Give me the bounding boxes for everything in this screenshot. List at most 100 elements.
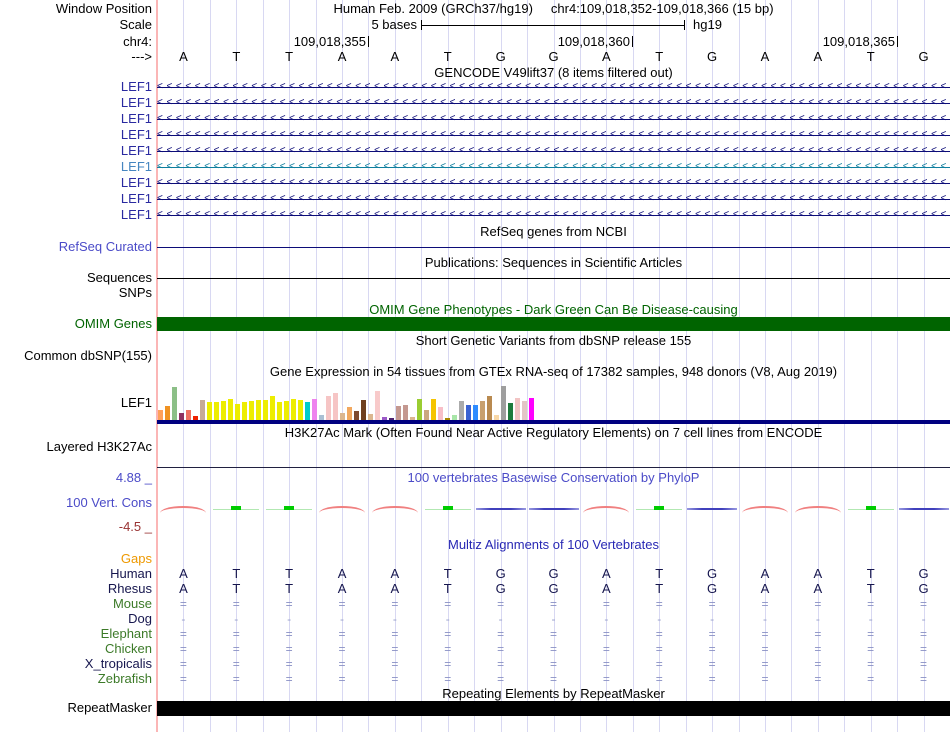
multiz-alignment-cell[interactable]: A <box>179 581 188 596</box>
multiz-species-label[interactable]: Mouse <box>112 596 152 611</box>
phylop-positive-mark[interactable] <box>284 506 295 510</box>
gtex-tissue-bar[interactable] <box>284 401 289 420</box>
multiz-alignment-cell[interactable]: T <box>866 581 875 596</box>
multiz-alignment-cell[interactable]: A <box>760 566 770 581</box>
multiz-species-label[interactable]: X_tropicalis <box>84 656 152 671</box>
multiz-alignment-cell[interactable]: = <box>867 642 875 656</box>
phylop-negative-arc[interactable] <box>371 506 418 513</box>
gencode-gene-label[interactable]: LEF1 <box>120 79 152 94</box>
multiz-alignment-cell[interactable]: = <box>655 642 663 656</box>
multiz-species-label[interactable]: Chicken <box>105 641 152 656</box>
phylop-positive-mark[interactable] <box>654 506 665 510</box>
gtex-baseline[interactable] <box>157 420 950 424</box>
h3k27ac-label[interactable]: Layered H3K27Ac <box>46 439 152 454</box>
multiz-alignment-cell[interactable]: = <box>179 672 187 686</box>
gtex-tissue-bar[interactable] <box>508 403 513 420</box>
multiz-alignment-cell[interactable]: T <box>866 566 875 581</box>
multiz-alignment-cell[interactable]: = <box>497 672 505 686</box>
gtex-tissue-bar[interactable] <box>221 401 226 420</box>
gencode-gene-label[interactable]: LEF1 <box>120 191 152 206</box>
phylop-positive-mark[interactable] <box>442 506 453 510</box>
multiz-alignment-cell[interactable]: = <box>761 597 769 611</box>
multiz-alignment-cell[interactable]: = <box>549 672 557 686</box>
multiz-alignment-cell[interactable]: = <box>761 642 769 656</box>
omim-genes-label[interactable]: OMIM Genes <box>74 316 152 331</box>
refseq-gene-line[interactable] <box>157 247 950 248</box>
multiz-alignment-cell[interactable]: = <box>232 672 240 686</box>
gencode-transcript[interactable]: <<<<<<<<<<<<<<<<<<<<<<<<<<<<<<<<<<<<<<<<… <box>157 192 950 206</box>
multiz-alignment-cell[interactable]: = <box>814 672 822 686</box>
phylop-negative-arc[interactable] <box>319 506 366 513</box>
multiz-alignment-cell[interactable]: = <box>497 657 505 671</box>
gtex-tissue-bar[interactable] <box>480 401 485 420</box>
multiz-alignment-cell[interactable]: A <box>179 566 188 581</box>
sequences-label[interactable]: Sequences <box>86 270 152 285</box>
multiz-alignment-cell[interactable]: = <box>867 627 875 641</box>
multiz-alignment-cell[interactable]: = <box>232 642 240 656</box>
gencode-transcript[interactable]: <<<<<<<<<<<<<<<<<<<<<<<<<<<<<<<<<<<<<<<<… <box>157 128 950 142</box>
phylop-positive-mark[interactable] <box>865 506 876 510</box>
multiz-alignment-cell[interactable]: = <box>338 627 346 641</box>
multiz-alignment-cell[interactable]: = <box>920 657 928 671</box>
multiz-alignment-cell[interactable]: - <box>234 612 239 626</box>
gencode-transcript[interactable]: <<<<<<<<<<<<<<<<<<<<<<<<<<<<<<<<<<<<<<<<… <box>157 112 950 126</box>
refseq-curated-label[interactable]: RefSeq Curated <box>58 239 152 254</box>
multiz-gaps-label[interactable]: Gaps <box>120 551 152 566</box>
conservation-label[interactable]: 100 Vert. Cons <box>66 495 152 510</box>
gtex-tissue-bar[interactable] <box>515 398 520 420</box>
gtex-tissue-bar[interactable] <box>361 400 366 420</box>
multiz-alignment-cell[interactable]: = <box>444 627 452 641</box>
multiz-alignment-cell[interactable]: = <box>391 657 399 671</box>
gtex-tissue-bar[interactable] <box>487 396 492 420</box>
multiz-alignment-cell[interactable]: = <box>602 642 610 656</box>
multiz-alignment-cell[interactable]: G <box>548 581 559 596</box>
gtex-tissue-bar[interactable] <box>214 402 219 420</box>
gtex-tissue-bar[interactable] <box>529 398 534 420</box>
multiz-alignment-cell[interactable]: = <box>391 627 399 641</box>
gtex-tissue-bar[interactable] <box>522 401 527 420</box>
multiz-alignment-cell[interactable]: = <box>338 672 346 686</box>
gtex-tissue-bar[interactable] <box>459 401 464 420</box>
multiz-alignment-cell[interactable]: G <box>918 566 929 581</box>
multiz-alignment-cell[interactable]: = <box>285 657 293 671</box>
multiz-alignment-cell[interactable]: A <box>602 566 611 581</box>
dbsnp-label[interactable]: Common dbSNP(155) <box>24 348 152 363</box>
gtex-tissue-bar[interactable] <box>368 414 373 420</box>
gtex-tissue-bar[interactable] <box>242 402 247 420</box>
phylop-positive-mark[interactable] <box>231 506 242 510</box>
gencode-transcript[interactable]: <<<<<<<<<<<<<<<<<<<<<<<<<<<<<<<<<<<<<<<<… <box>157 80 950 94</box>
gtex-tissue-bar[interactable] <box>396 406 401 420</box>
multiz-alignment-cell[interactable]: G <box>707 566 718 581</box>
gencode-gene-label[interactable]: LEF1 <box>120 143 152 158</box>
phylop-negative-arc[interactable] <box>583 506 630 513</box>
gencode-gene-label[interactable]: LEF1 <box>120 95 152 110</box>
gtex-tissue-bar[interactable] <box>473 405 478 420</box>
phylop-negative-arc[interactable] <box>160 506 207 513</box>
gtex-tissue-bar[interactable] <box>389 418 394 420</box>
multiz-alignment-cell[interactable]: = <box>814 657 822 671</box>
multiz-alignment-cell[interactable]: T <box>655 581 664 596</box>
multiz-alignment-cell[interactable]: = <box>391 672 399 686</box>
multiz-species-label[interactable]: Zebrafish <box>97 671 152 686</box>
multiz-alignment-cell[interactable]: - <box>340 612 345 626</box>
gtex-tissue-bar[interactable] <box>270 396 275 420</box>
gtex-tissue-bar[interactable] <box>403 405 408 420</box>
gtex-tissue-bar[interactable] <box>340 413 345 420</box>
multiz-alignment-cell[interactable]: = <box>497 597 505 611</box>
multiz-alignment-cell[interactable]: - <box>551 612 556 626</box>
multiz-alignment-cell[interactable]: = <box>920 672 928 686</box>
gtex-tissue-bar[interactable] <box>452 415 457 420</box>
gencode-gene-label[interactable]: LEF1 <box>120 207 152 222</box>
multiz-alignment-cell[interactable]: = <box>391 597 399 611</box>
repeatmasker-label[interactable]: RepeatMasker <box>67 700 152 715</box>
multiz-alignment-cell[interactable]: A <box>602 581 611 596</box>
multiz-alignment-cell[interactable]: = <box>708 642 716 656</box>
multiz-alignment-cell[interactable]: = <box>602 672 610 686</box>
multiz-alignment-cell[interactable]: = <box>179 597 187 611</box>
multiz-alignment-cell[interactable]: = <box>761 657 769 671</box>
gtex-tissue-bar[interactable] <box>158 410 163 420</box>
h3k27ac-baseline[interactable] <box>157 467 950 468</box>
multiz-alignment-cell[interactable]: G <box>495 566 506 581</box>
gtex-tissue-bar[interactable] <box>410 417 415 420</box>
multiz-species-label[interactable]: Rhesus <box>107 581 152 596</box>
